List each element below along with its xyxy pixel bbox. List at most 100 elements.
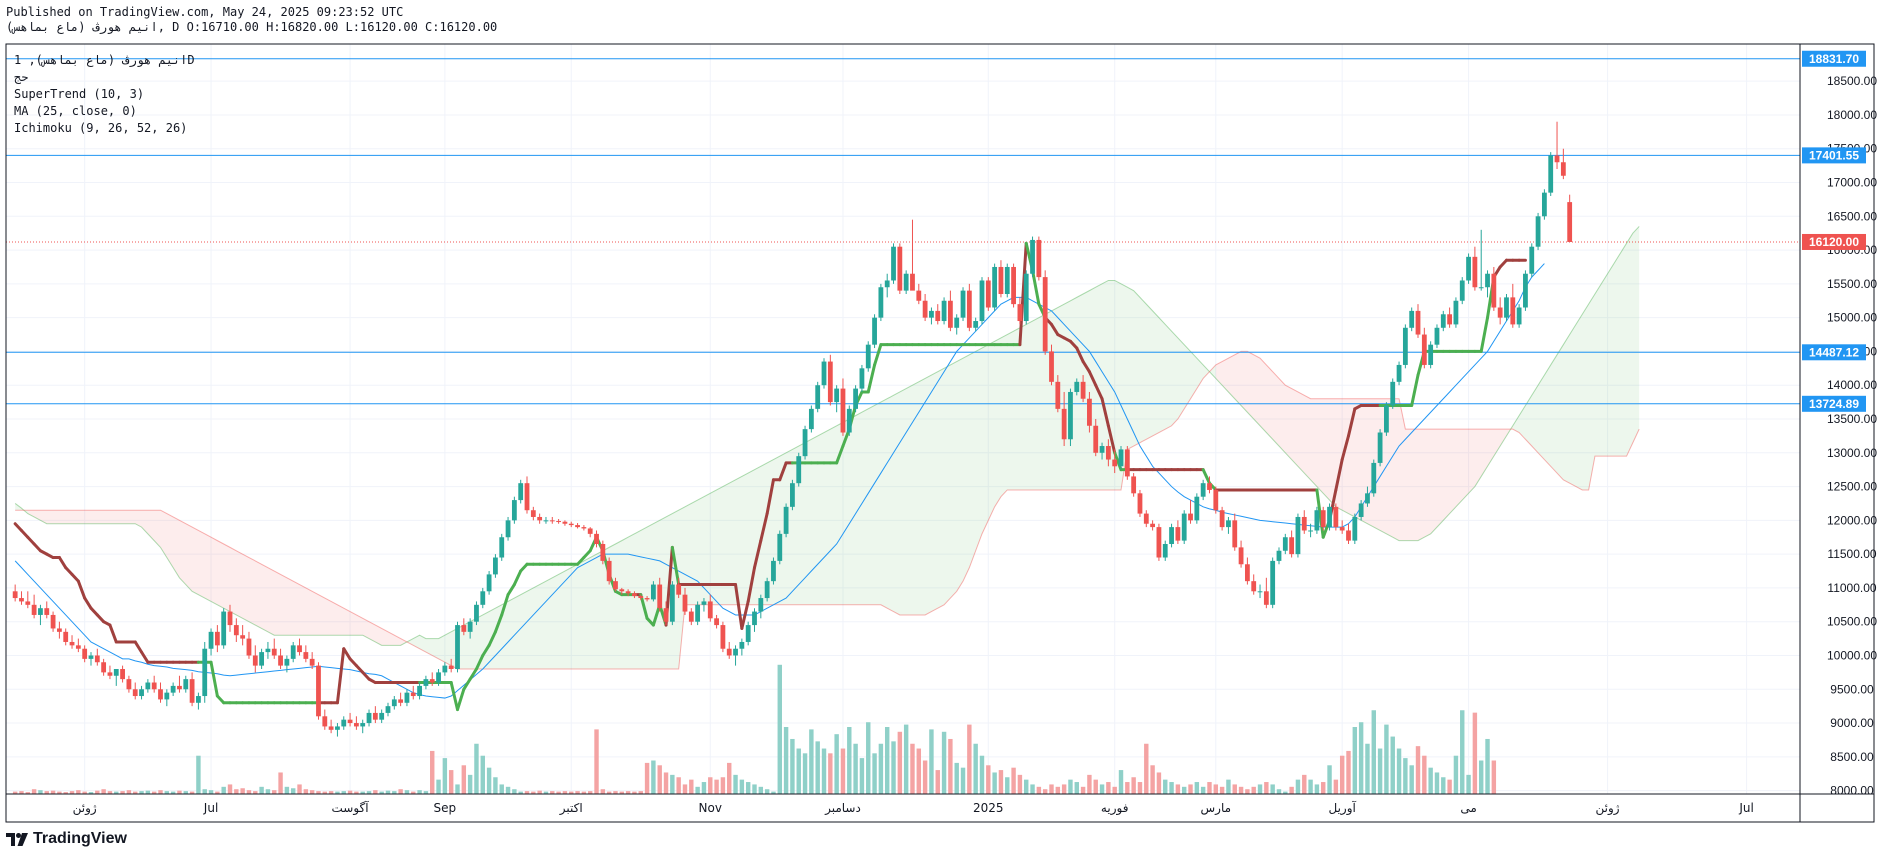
volume-bar	[1068, 779, 1073, 794]
candle-body	[1011, 266, 1016, 305]
tradingview-logo-icon	[6, 832, 28, 846]
supertrend-segment	[753, 539, 763, 570]
volume-bar	[758, 786, 764, 794]
candle-body	[758, 598, 764, 612]
volume-bar	[922, 760, 928, 794]
volume-bar	[1478, 760, 1484, 794]
candle-body	[221, 611, 227, 646]
volume-bar	[543, 791, 549, 794]
volume-bar	[1181, 786, 1187, 794]
candle-body	[385, 706, 391, 713]
volume-bar	[1352, 727, 1358, 794]
volume-bar	[537, 790, 542, 794]
volume-bar	[1434, 772, 1440, 794]
price-tick-label: 10500.00	[1827, 615, 1877, 629]
volume-bar	[809, 729, 814, 794]
volume-bar	[1447, 779, 1452, 794]
candle-body	[676, 584, 682, 595]
candle-body	[613, 581, 618, 590]
supertrend-segment	[1068, 339, 1079, 350]
supertrend-segment	[1113, 451, 1123, 472]
candle-body	[335, 726, 340, 730]
volume-bar	[120, 791, 125, 794]
candle-body	[455, 625, 460, 669]
candle-body	[284, 658, 290, 666]
volume-bar	[322, 791, 328, 794]
supertrend-segment	[108, 623, 118, 644]
candle-body	[1554, 155, 1560, 163]
last-price-label: 16120.00	[1809, 235, 1859, 249]
volume-bar	[1074, 782, 1079, 794]
supertrend-segment	[1075, 346, 1085, 364]
supertrend-segment	[866, 363, 877, 394]
price-tick-label: 9500.00	[1830, 682, 1874, 696]
volume-bar	[411, 791, 416, 794]
volume-bar	[606, 791, 612, 794]
candle-body	[979, 280, 985, 322]
volume-bar	[587, 791, 593, 794]
candle-body	[493, 557, 498, 575]
candle-body	[537, 516, 543, 521]
candle-body	[1504, 297, 1509, 318]
tradingview-logo[interactable]: TradingView	[6, 830, 127, 848]
volume-bar	[145, 790, 151, 794]
volume-bar	[967, 724, 972, 794]
hline-price-label: 17401.55	[1809, 148, 1859, 162]
volume-bar	[442, 758, 448, 794]
time-tick-label: Jul	[1738, 801, 1753, 815]
volume-bar	[1358, 722, 1364, 794]
volume-bar	[1339, 755, 1345, 794]
price-tick-label: 12000.00	[1827, 513, 1877, 527]
candle-body	[1346, 530, 1351, 541]
candle-body	[884, 280, 890, 288]
candle-body	[1030, 239, 1035, 274]
supertrend-segment	[639, 593, 649, 620]
candle-body	[1377, 432, 1383, 463]
candle-body	[1434, 327, 1440, 345]
candle-body	[1099, 446, 1105, 453]
candle-body	[992, 266, 998, 308]
candle-body	[25, 601, 31, 605]
candle-body	[177, 685, 182, 690]
volume-bar	[1131, 777, 1136, 794]
volume-bar	[1219, 786, 1225, 794]
supertrend-segment	[1315, 488, 1325, 539]
volume-bar	[290, 788, 296, 794]
candle-body	[1118, 449, 1124, 467]
candle-body	[379, 712, 385, 720]
supertrend-segment	[778, 461, 788, 482]
candle-body	[752, 611, 757, 626]
volume-bar	[1428, 767, 1433, 794]
candle-body	[101, 662, 107, 673]
candle-body	[1244, 564, 1250, 582]
volume-bar	[196, 755, 201, 794]
hline-price-label: 14487.12	[1809, 345, 1859, 359]
cloud-segment	[1512, 226, 1640, 490]
price-tick-label: 15500.00	[1827, 277, 1877, 291]
candle-body	[1226, 520, 1231, 528]
candle-body	[1251, 581, 1257, 592]
candle-body	[1270, 560, 1276, 605]
price-axis: 8000.00 8500.00 9000.00 9500.00 10000.00 1050…	[1802, 50, 1877, 798]
volume-bar	[366, 791, 372, 794]
volume-bar	[12, 791, 18, 794]
volume-bar	[581, 791, 587, 794]
candle-body	[1124, 449, 1130, 477]
candle-body	[916, 290, 922, 301]
candle-body	[170, 685, 176, 693]
supertrend-segment	[19, 528, 30, 539]
candle-body	[1352, 516, 1358, 541]
supertrend-segment	[26, 535, 36, 546]
chart-legend: انيم هورڤ (ماع بماهس), 1D حج SuperTrend …	[14, 52, 195, 137]
candle-body	[151, 682, 157, 690]
supertrend-segment	[1479, 316, 1490, 353]
candle-body	[1440, 314, 1446, 328]
supertrend-segment	[506, 583, 516, 597]
volume-bar	[189, 791, 195, 794]
candle-body	[1314, 510, 1320, 531]
volume-bar	[1213, 784, 1219, 794]
volume-bar	[1460, 710, 1465, 794]
volume-bar	[764, 789, 770, 794]
volume-bar	[992, 772, 997, 794]
